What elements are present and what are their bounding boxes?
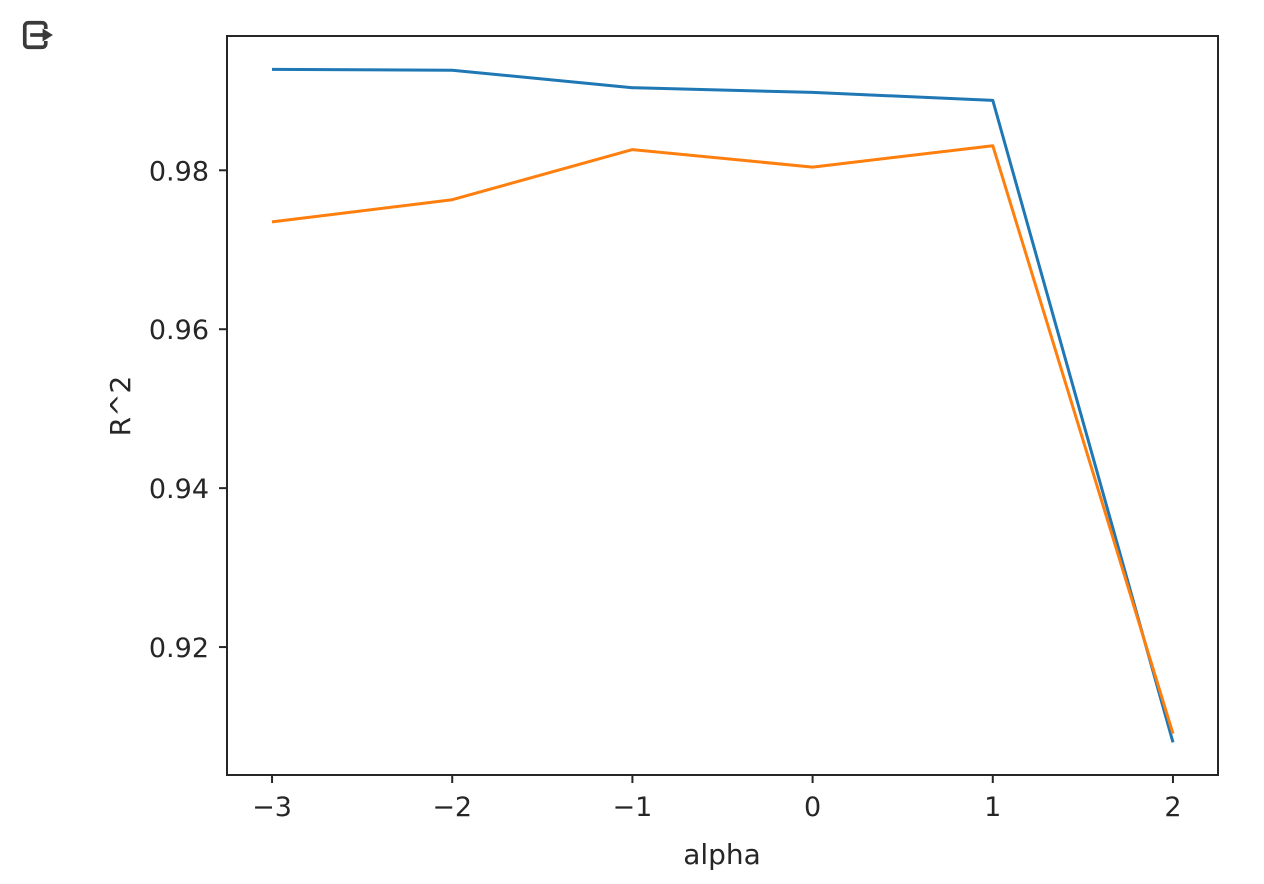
- y-axis-label: R^2: [104, 376, 137, 437]
- data-line-series-orange: [271, 144, 1175, 735]
- y-tick-label: 0.98: [149, 156, 209, 187]
- y-tick-label: 0.92: [149, 633, 209, 664]
- y-tick-label: 0.96: [149, 315, 209, 346]
- x-tick-label: −3: [252, 792, 292, 823]
- export-arrow-icon: [22, 20, 53, 50]
- data-line-series-blue: [271, 67, 1175, 743]
- x-tick-label: 0: [804, 792, 821, 823]
- export-button[interactable]: [12, 10, 62, 60]
- x-axis-label: alpha: [683, 838, 761, 871]
- x-tick-label: −2: [432, 792, 472, 823]
- y-tick-label: 0.94: [149, 474, 209, 505]
- x-tick-label: 2: [1164, 792, 1181, 823]
- plot-area-border: [226, 35, 1219, 776]
- x-tick-label: 1: [984, 792, 1001, 823]
- x-tick-label: −1: [613, 792, 653, 823]
